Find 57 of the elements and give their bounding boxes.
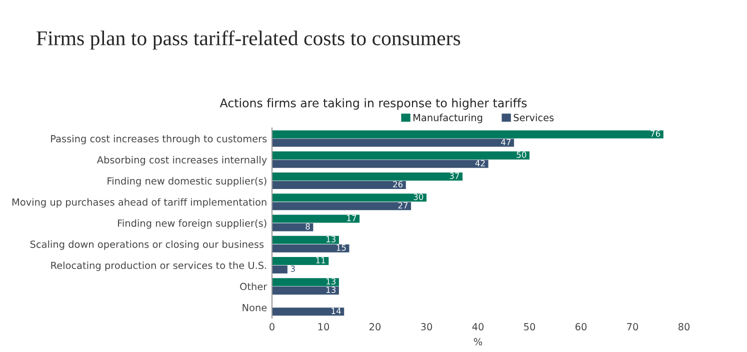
bar: [272, 286, 339, 295]
x-tick-label: 60: [575, 323, 587, 330]
data-label: 3: [290, 266, 295, 272]
y-tick-label: Scaling down operations or closing our business: [30, 240, 264, 250]
bar: [272, 214, 360, 223]
y-tick-label: Other: [240, 282, 268, 290]
y-tick-label: Finding new domestic supplier(s): [108, 177, 266, 186]
x-axis-title: %: [474, 338, 482, 346]
y-tick-label: Absorbing cost increases internally: [96, 156, 267, 166]
data-label: 17: [347, 215, 356, 222]
x-tick-label: 80: [678, 323, 690, 330]
y-tick-label: Passing cost increases through to customers: [51, 134, 267, 144]
bar: [272, 180, 406, 190]
bar: [272, 278, 339, 286]
x-tick-label: 0: [270, 323, 274, 330]
bar: [272, 202, 412, 210]
bar: [272, 160, 488, 168]
data-label: 37: [450, 172, 460, 179]
x-tick-label: 10: [318, 323, 330, 330]
bar: [272, 244, 350, 252]
bar: [272, 236, 339, 244]
bar: [272, 138, 514, 147]
legend-label: Manufacturing: [414, 114, 482, 124]
x-tick-label: 50: [524, 323, 536, 330]
y-tick-label: None: [242, 304, 267, 312]
bar: [272, 151, 530, 160]
data-label: 11: [316, 257, 326, 264]
x-tick-label: 20: [370, 323, 381, 330]
data-label: 15: [336, 244, 346, 251]
bar: [272, 265, 288, 274]
chart-title: Firms plan to pass tariff-related costs to consumers: [36, 30, 460, 50]
data-label: 27: [398, 202, 408, 208]
data-label: 14: [332, 308, 341, 314]
bar: [272, 308, 344, 316]
y-tick-label: Finding new foreign supplier(s): [118, 219, 266, 229]
data-label: 13: [326, 278, 336, 285]
data-label: 13: [326, 236, 336, 242]
x-tick-label: 70: [627, 323, 638, 330]
bar: [272, 172, 463, 181]
bar: [272, 223, 314, 232]
data-label: 26: [393, 181, 403, 188]
bar: [272, 130, 664, 138]
data-label: 30: [414, 194, 424, 200]
bar: [272, 194, 426, 202]
legend-label: Services: [514, 114, 554, 122]
data-label: 8: [306, 223, 310, 230]
data-label: 76: [650, 130, 660, 137]
bar: [272, 256, 329, 266]
chart-subtitle: Actions firms are taking in response to higher tariffs: [220, 98, 527, 110]
x-tick-label: 40: [472, 323, 484, 330]
data-label: 47: [501, 139, 511, 146]
x-tick-label: 30: [421, 323, 432, 330]
y-tick-label: Moving up purchases ahead of tariff implementation: [12, 198, 266, 208]
y-tick-label: Relocating production or services to the U.S.: [51, 262, 266, 271]
data-label: 13: [326, 286, 336, 293]
data-label: 42: [475, 160, 485, 166]
data-label: 50: [516, 152, 526, 158]
